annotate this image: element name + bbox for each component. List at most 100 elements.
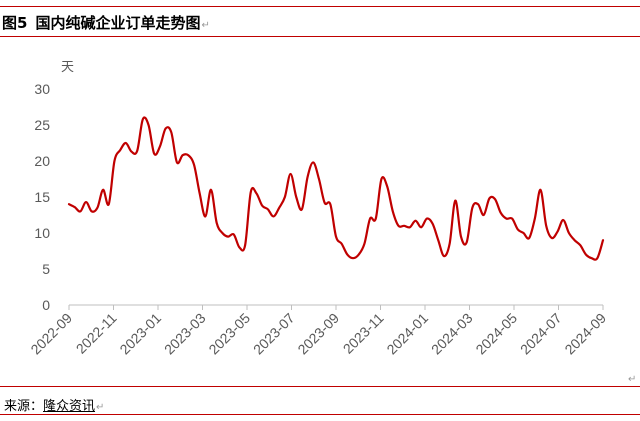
data-point (159, 145, 161, 147)
data-point (534, 217, 536, 219)
data-point (346, 253, 348, 255)
data-point (528, 237, 530, 239)
data-point (221, 232, 223, 234)
data-point (193, 163, 195, 165)
data-point (590, 257, 592, 259)
data-point (85, 201, 87, 203)
data-point (585, 253, 587, 255)
x-tick-label: 2024-03 (428, 310, 476, 358)
data-point (505, 217, 507, 219)
data-point (108, 203, 110, 205)
data-point (255, 192, 257, 194)
y-tick-label: 15 (34, 189, 50, 205)
data-point (164, 127, 166, 129)
data-point (352, 257, 354, 259)
paragraph-mark-icon: ↵ (96, 402, 105, 413)
y-tick-label: 25 (34, 117, 50, 133)
data-point (79, 210, 81, 212)
data-point (198, 192, 200, 194)
data-point (573, 239, 575, 241)
data-point (409, 226, 411, 228)
x-tick-label: 2022-11 (73, 310, 120, 357)
data-point (460, 235, 462, 237)
x-tick-label: 2023-05 (205, 310, 253, 358)
x-axis-tick-labels: 2022-092022-112023-012023-032023-052023-… (27, 310, 609, 358)
data-point (392, 210, 394, 212)
data-point (323, 202, 325, 204)
y-axis-tick-labels: 0 5 10 15 20 25 30 (34, 81, 50, 313)
data-point (91, 210, 93, 212)
data-point (431, 222, 433, 224)
data-point (267, 208, 269, 210)
data-point (170, 131, 172, 133)
data-point (579, 244, 581, 246)
data-point (551, 237, 553, 239)
title-rule (0, 36, 640, 37)
data-point (289, 173, 291, 175)
data-point (210, 189, 212, 191)
data-point (102, 189, 104, 191)
x-tick-label: 2024-05 (472, 310, 520, 358)
data-point (471, 207, 473, 209)
data-point (358, 253, 360, 255)
bottom-rule (0, 414, 640, 415)
data-point (113, 160, 115, 162)
data-point (244, 244, 246, 246)
data-point (216, 222, 218, 224)
data-point (454, 199, 456, 201)
x-tick-label: 2023-03 (161, 310, 209, 358)
x-tick-label: 2024-09 (561, 310, 609, 358)
data-point (443, 255, 445, 257)
data-point (465, 241, 467, 243)
data-point (340, 243, 342, 245)
data-point (142, 118, 144, 120)
data-point (596, 257, 598, 259)
data-point (68, 203, 70, 205)
data-point (278, 207, 280, 209)
data-point (176, 161, 178, 163)
y-tick-label: 10 (34, 225, 50, 241)
data-point (147, 124, 149, 126)
data-point (261, 204, 263, 206)
y-axis-unit-label: 天 (61, 60, 74, 75)
x-tick-label: 2024-01 (383, 310, 431, 358)
data-point (153, 153, 155, 155)
y-tick-label: 30 (34, 81, 50, 97)
data-point (477, 203, 479, 205)
data-point (517, 228, 519, 230)
source-link[interactable]: 隆众资讯 (43, 399, 96, 414)
paragraph-mark-icon: ↵ (201, 20, 210, 31)
data-point (448, 243, 450, 245)
x-axis-tick-marks (68, 305, 604, 310)
source-rule (0, 386, 640, 387)
data-point (420, 226, 422, 228)
x-tick-label: 2023-09 (294, 310, 342, 358)
data-point (136, 150, 138, 152)
data-point (130, 150, 132, 152)
paragraph-mark-icon: ↵ (628, 374, 637, 385)
data-point (312, 161, 314, 163)
data-point (318, 178, 320, 180)
y-tick-label: 5 (42, 261, 50, 277)
figure-number: 图5 (2, 14, 28, 32)
data-point (329, 203, 331, 205)
order-days-series-line (67, 116, 605, 261)
x-tick-label: 2023-07 (250, 310, 298, 358)
x-tick-label: 2023-11 (340, 310, 387, 357)
data-point (556, 230, 558, 232)
data-point (233, 233, 235, 235)
data-point (511, 217, 513, 219)
data-point (181, 154, 183, 156)
data-point (545, 225, 547, 227)
data-point (437, 239, 439, 241)
y-tick-label: 0 (42, 297, 50, 313)
data-point (272, 215, 274, 217)
data-point (539, 189, 541, 191)
data-point (375, 217, 377, 219)
data-point (204, 215, 206, 217)
x-tick-label: 2023-01 (116, 310, 164, 358)
data-point (568, 232, 570, 234)
y-tick-label: 20 (34, 153, 50, 169)
data-point (500, 212, 502, 214)
data-point (380, 178, 382, 180)
